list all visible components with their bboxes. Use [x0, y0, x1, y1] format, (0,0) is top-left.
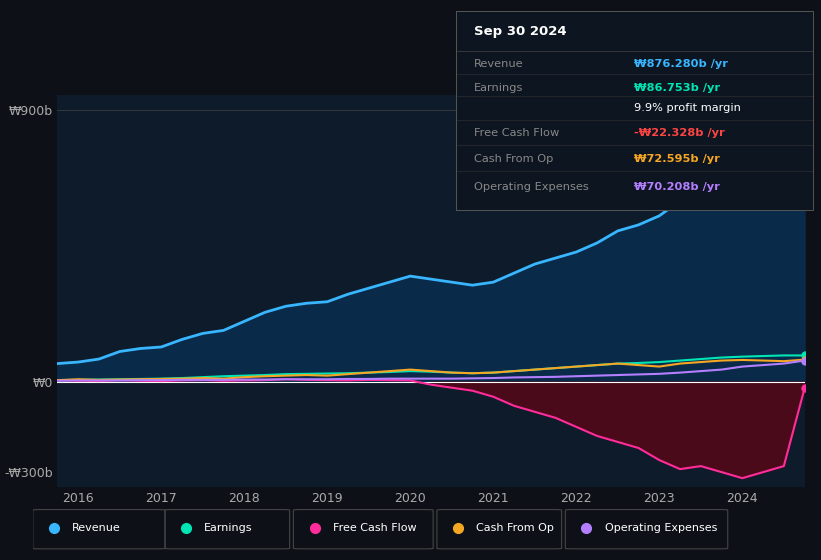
- Text: Cash From Op: Cash From Op: [474, 155, 553, 164]
- Text: Free Cash Flow: Free Cash Flow: [333, 523, 416, 533]
- Text: Earnings: Earnings: [474, 83, 523, 93]
- Text: ₩70.208b /yr: ₩70.208b /yr: [635, 182, 720, 192]
- Text: Operating Expenses: Operating Expenses: [474, 182, 589, 192]
- Text: Free Cash Flow: Free Cash Flow: [474, 128, 559, 138]
- Text: ₩72.595b /yr: ₩72.595b /yr: [635, 155, 720, 164]
- Text: ₩876.280b /yr: ₩876.280b /yr: [635, 59, 728, 69]
- Text: -₩22.328b /yr: -₩22.328b /yr: [635, 128, 725, 138]
- Text: Revenue: Revenue: [72, 523, 121, 533]
- Text: ₩86.753b /yr: ₩86.753b /yr: [635, 83, 720, 93]
- Text: Operating Expenses: Operating Expenses: [604, 523, 717, 533]
- Text: Earnings: Earnings: [204, 523, 253, 533]
- Text: Sep 30 2024: Sep 30 2024: [474, 25, 566, 38]
- Text: Revenue: Revenue: [474, 59, 523, 69]
- Text: 9.9% profit margin: 9.9% profit margin: [635, 102, 741, 113]
- Text: Cash From Op: Cash From Op: [476, 523, 554, 533]
